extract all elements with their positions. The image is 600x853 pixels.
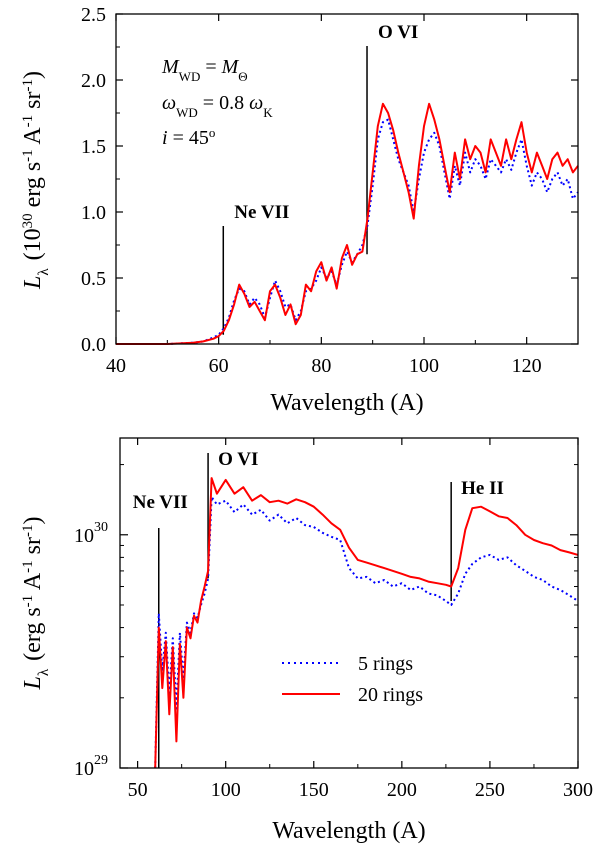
bottom-y-tick-label: 10 — [74, 525, 94, 547]
param-inclination: i = 45o — [162, 125, 215, 150]
bottom-x-tick-label: 50 — [128, 779, 148, 801]
top-x-tick-label: 120 — [512, 355, 542, 377]
top-y-ticks: 0.0 0.5 1.0 1.5 2.0 2.5 — [81, 4, 578, 356]
top-y-tick-label: 1.5 — [81, 136, 106, 158]
top-plot-frame — [115, 13, 579, 345]
top-x-ticks: 40 60 80 100 120 — [106, 14, 542, 377]
legend-label-5-rings: 5 rings — [358, 653, 413, 675]
top-series-line — [116, 118, 579, 345]
bottom-series — [154, 477, 579, 769]
bottom-x-tick-label: 300 — [563, 779, 593, 801]
bottom-line-label: Ne VII — [133, 492, 188, 513]
bottom-y-axis-label: Lλ(erg s-1 A-1 sr-1) — [20, 516, 52, 690]
bottom-x-tick-label: 200 — [387, 779, 417, 801]
bottom-x-tick-label: 150 — [299, 779, 329, 801]
top-annotations: Ne VII O VI — [222, 22, 418, 335]
top-line-label: O VI — [378, 22, 418, 43]
legend-label-20-rings: 20 rings — [358, 684, 423, 706]
top-series — [116, 102, 579, 345]
top-x-tick-label: 60 — [209, 355, 229, 377]
bottom-series-line — [154, 496, 579, 769]
top-y-axis-label: Lλ(1030 erg s-1 A-1 sr-1) — [20, 71, 52, 290]
bottom-plot-frame — [119, 437, 579, 769]
bottom-line-label: He II — [461, 478, 504, 499]
bottom-x-tick-label: 250 — [475, 779, 505, 801]
top-x-axis-label: Wavelength (A) — [270, 390, 423, 416]
top-y-tick-label: 2.0 — [81, 70, 106, 92]
param-omega: ωWD = 0.8 ωK — [162, 92, 273, 120]
bottom-y-tick-exponent: 30 — [94, 520, 108, 535]
bottom-y-tick-exponent: 29 — [94, 753, 108, 768]
top-x-tick-label: 40 — [106, 355, 126, 377]
bottom-series-line — [154, 477, 579, 769]
top-x-tick-label: 100 — [409, 355, 439, 377]
top-y-tick-label: 0.0 — [81, 334, 106, 356]
bottom-x-axis-label: Wavelength (A) — [272, 818, 425, 844]
top-y-tick-label: 0.5 — [81, 268, 106, 290]
top-series-line — [116, 102, 579, 345]
bottom-x-ticks: 50 100 150 200 250 300 — [128, 438, 593, 801]
top-panel: 40 60 80 100 120 0.0 0.5 1.0 1.5 2.0 2.5 Ne VII O … — [20, 4, 579, 416]
bottom-line-label: O VI — [218, 449, 258, 470]
top-y-tick-label: 1.0 — [81, 202, 106, 224]
top-line-label: Ne VII — [234, 202, 289, 223]
legend: 5 rings 20 rings — [282, 653, 423, 706]
bottom-y-tick-label: 10 — [74, 758, 94, 780]
top-x-tick-label: 80 — [311, 355, 331, 377]
bottom-annotations: Ne VII O VI He II — [133, 449, 504, 768]
bottom-x-tick-label: 100 — [211, 779, 241, 801]
top-y-tick-label: 2.5 — [81, 4, 106, 26]
param-mass: MWD = MΘ — [161, 56, 248, 84]
